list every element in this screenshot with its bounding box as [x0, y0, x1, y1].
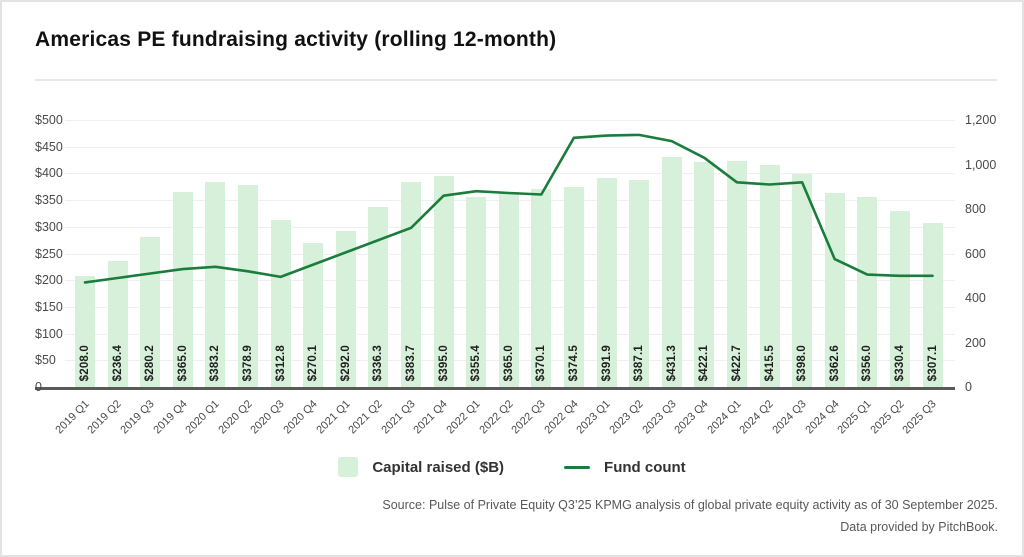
bar-2021-q3: [400, 182, 421, 387]
bar-2023-q1: [596, 177, 617, 387]
left-axis-tick-400: $400: [35, 166, 63, 181]
source-line-2: Data provided by PitchBook.: [840, 519, 998, 534]
bar-2025-q1: [857, 196, 878, 387]
x-axis-label-2025-q2: 2025 Q2: [868, 398, 907, 437]
x-axis-label-2019-q3: 2019 Q3: [118, 398, 157, 437]
bar-2022-q2: [498, 192, 519, 387]
bar-2025-q2: [889, 210, 910, 387]
bar-2020-q1: [205, 182, 226, 387]
bar-2024-q3: [792, 174, 813, 387]
right-axis-tick-200: 200: [965, 335, 986, 350]
bar-2020-q4: [303, 242, 324, 387]
left-axis-tick-350: $350: [35, 193, 63, 208]
legend-capital-label: Capital raised ($B): [372, 458, 505, 476]
bar-2022-q1: [466, 197, 487, 387]
x-axis-label-2020-q4: 2020 Q4: [281, 398, 320, 437]
x-axis-label-2021-q2: 2021 Q2: [346, 398, 385, 437]
x-axis-label-2024-q3: 2024 Q3: [770, 398, 809, 437]
gridline-500: [65, 120, 955, 121]
bar-2021-q2: [368, 207, 389, 387]
right-axis-tick-1200: 1,200: [965, 113, 997, 127]
legend-fundcount-line-swatch: [564, 465, 591, 469]
left-axis-tick-250: $250: [35, 246, 63, 261]
bar-2024-q2: [759, 165, 780, 387]
left-axis-tick-0: 0: [35, 380, 42, 394]
chart-title: Americas PE fundraising activity (rollin…: [35, 28, 557, 51]
right-axis-tick-800: 800: [965, 202, 986, 216]
x-axis-label-2021-q4: 2021 Q4: [411, 398, 451, 437]
left-axis-tick-200: $200: [35, 273, 63, 288]
gridline-450: [65, 146, 955, 148]
x-axis-label-2025-q1: 2025 Q1: [835, 398, 874, 437]
legend: Capital raised ($B) Fund count: [2, 457, 1022, 477]
bar-2025-q3: [922, 223, 943, 387]
x-axis-label-2021-q1: 2021 Q1: [313, 398, 353, 437]
bar-2019-q1: [75, 275, 95, 387]
x-axis-label-2019-q1: 2019 Q1: [53, 398, 92, 437]
x-axis-label-2020-q3: 2020 Q3: [248, 398, 288, 437]
x-axis-label-2022-q1: 2022 Q1: [444, 398, 483, 437]
bar-2023-q4: [694, 161, 715, 387]
bar-2020-q3: [270, 219, 291, 387]
x-axis-label-2022-q2: 2022 Q2: [476, 398, 516, 437]
bar-2023-q2: [629, 180, 650, 387]
bar-2020-q2: [237, 184, 258, 387]
left-axis-tick-300: $300: [35, 219, 63, 234]
bar-2022-q4: [563, 187, 584, 387]
legend-capital-swatch: [338, 457, 359, 477]
right-axis-tick-600: 600: [965, 246, 986, 261]
bar-2024-q1: [726, 161, 747, 387]
x-axis-label-2023-q3: 2023 Q3: [639, 398, 679, 437]
x-axis-label-2023-q1: 2023 Q1: [574, 398, 614, 437]
source-line-1: Source: Pulse of Private Equity Q3’25 KP…: [382, 498, 998, 512]
x-axis-label-2019-q4: 2019 Q4: [150, 398, 190, 437]
x-axis-label-2021-q3: 2021 Q3: [379, 398, 418, 437]
chart-area: $208.0 $236.4 $280.2 $365.0 $383.2 $378.9 $312…: [2, 102, 1022, 450]
bar-2021-q1: [335, 231, 356, 387]
bar-2021-q4: [433, 176, 454, 387]
bar-2024-q4: [824, 193, 845, 387]
plot-area: $208.0 $236.4 $280.2 $365.0 $383.2 $378.9 $312…: [65, 120, 955, 387]
x-axis-label-2019-q2: 2019 Q2: [85, 398, 125, 437]
x-axis-label-2024-q4: 2024 Q4: [802, 398, 842, 437]
legend-fundcount-label: Fund count: [604, 458, 686, 476]
x-axis-label-2024-q2: 2024 Q2: [737, 398, 777, 437]
left-axis-tick-100: $100: [35, 326, 63, 341]
left-axis-tick-500: $500: [35, 113, 63, 127]
x-axis-label-2022-q3: 2022 Q3: [509, 398, 548, 437]
x-axis-label-2025-q3: 2025 Q3: [900, 398, 939, 437]
x-axis-labels: 2019 Q1 2019 Q2 2019 Q3 2019 Q4 2020 Q1 2020 …: [2, 398, 1022, 448]
bar-2023-q3: [661, 156, 682, 387]
bar-2019-q2: [107, 260, 128, 387]
x-axis-label-2023-q4: 2023 Q4: [672, 398, 711, 437]
x-axis-line: [35, 387, 955, 390]
fund-count-line: [83, 133, 934, 284]
bar-2022-q3: [531, 189, 552, 387]
gridline-400: [65, 173, 955, 175]
right-axis-tick-400: 400: [965, 291, 986, 305]
x-axis-label-2020-q1: 2020 Q1: [183, 398, 222, 437]
right-axis-tick-0: 0: [965, 380, 972, 394]
title-divider: [35, 79, 997, 81]
left-axis-tick-450: $450: [35, 139, 63, 154]
bar-2019-q4: [172, 192, 193, 387]
source-note: Source: Pulse of Private Equity Q3’25 KP…: [382, 495, 998, 538]
x-axis-label-2023-q2: 2023 Q2: [607, 398, 646, 437]
x-axis-label-2024-q1: 2024 Q1: [705, 398, 744, 437]
right-axis-tick-1000: 1,000: [965, 157, 997, 172]
left-axis-tick-50: $50: [35, 353, 56, 368]
x-axis-label-2020-q2: 2020 Q2: [216, 398, 255, 437]
left-axis-tick-150: $150: [35, 299, 63, 314]
x-axis-label-2022-q4: 2022 Q4: [542, 398, 581, 437]
